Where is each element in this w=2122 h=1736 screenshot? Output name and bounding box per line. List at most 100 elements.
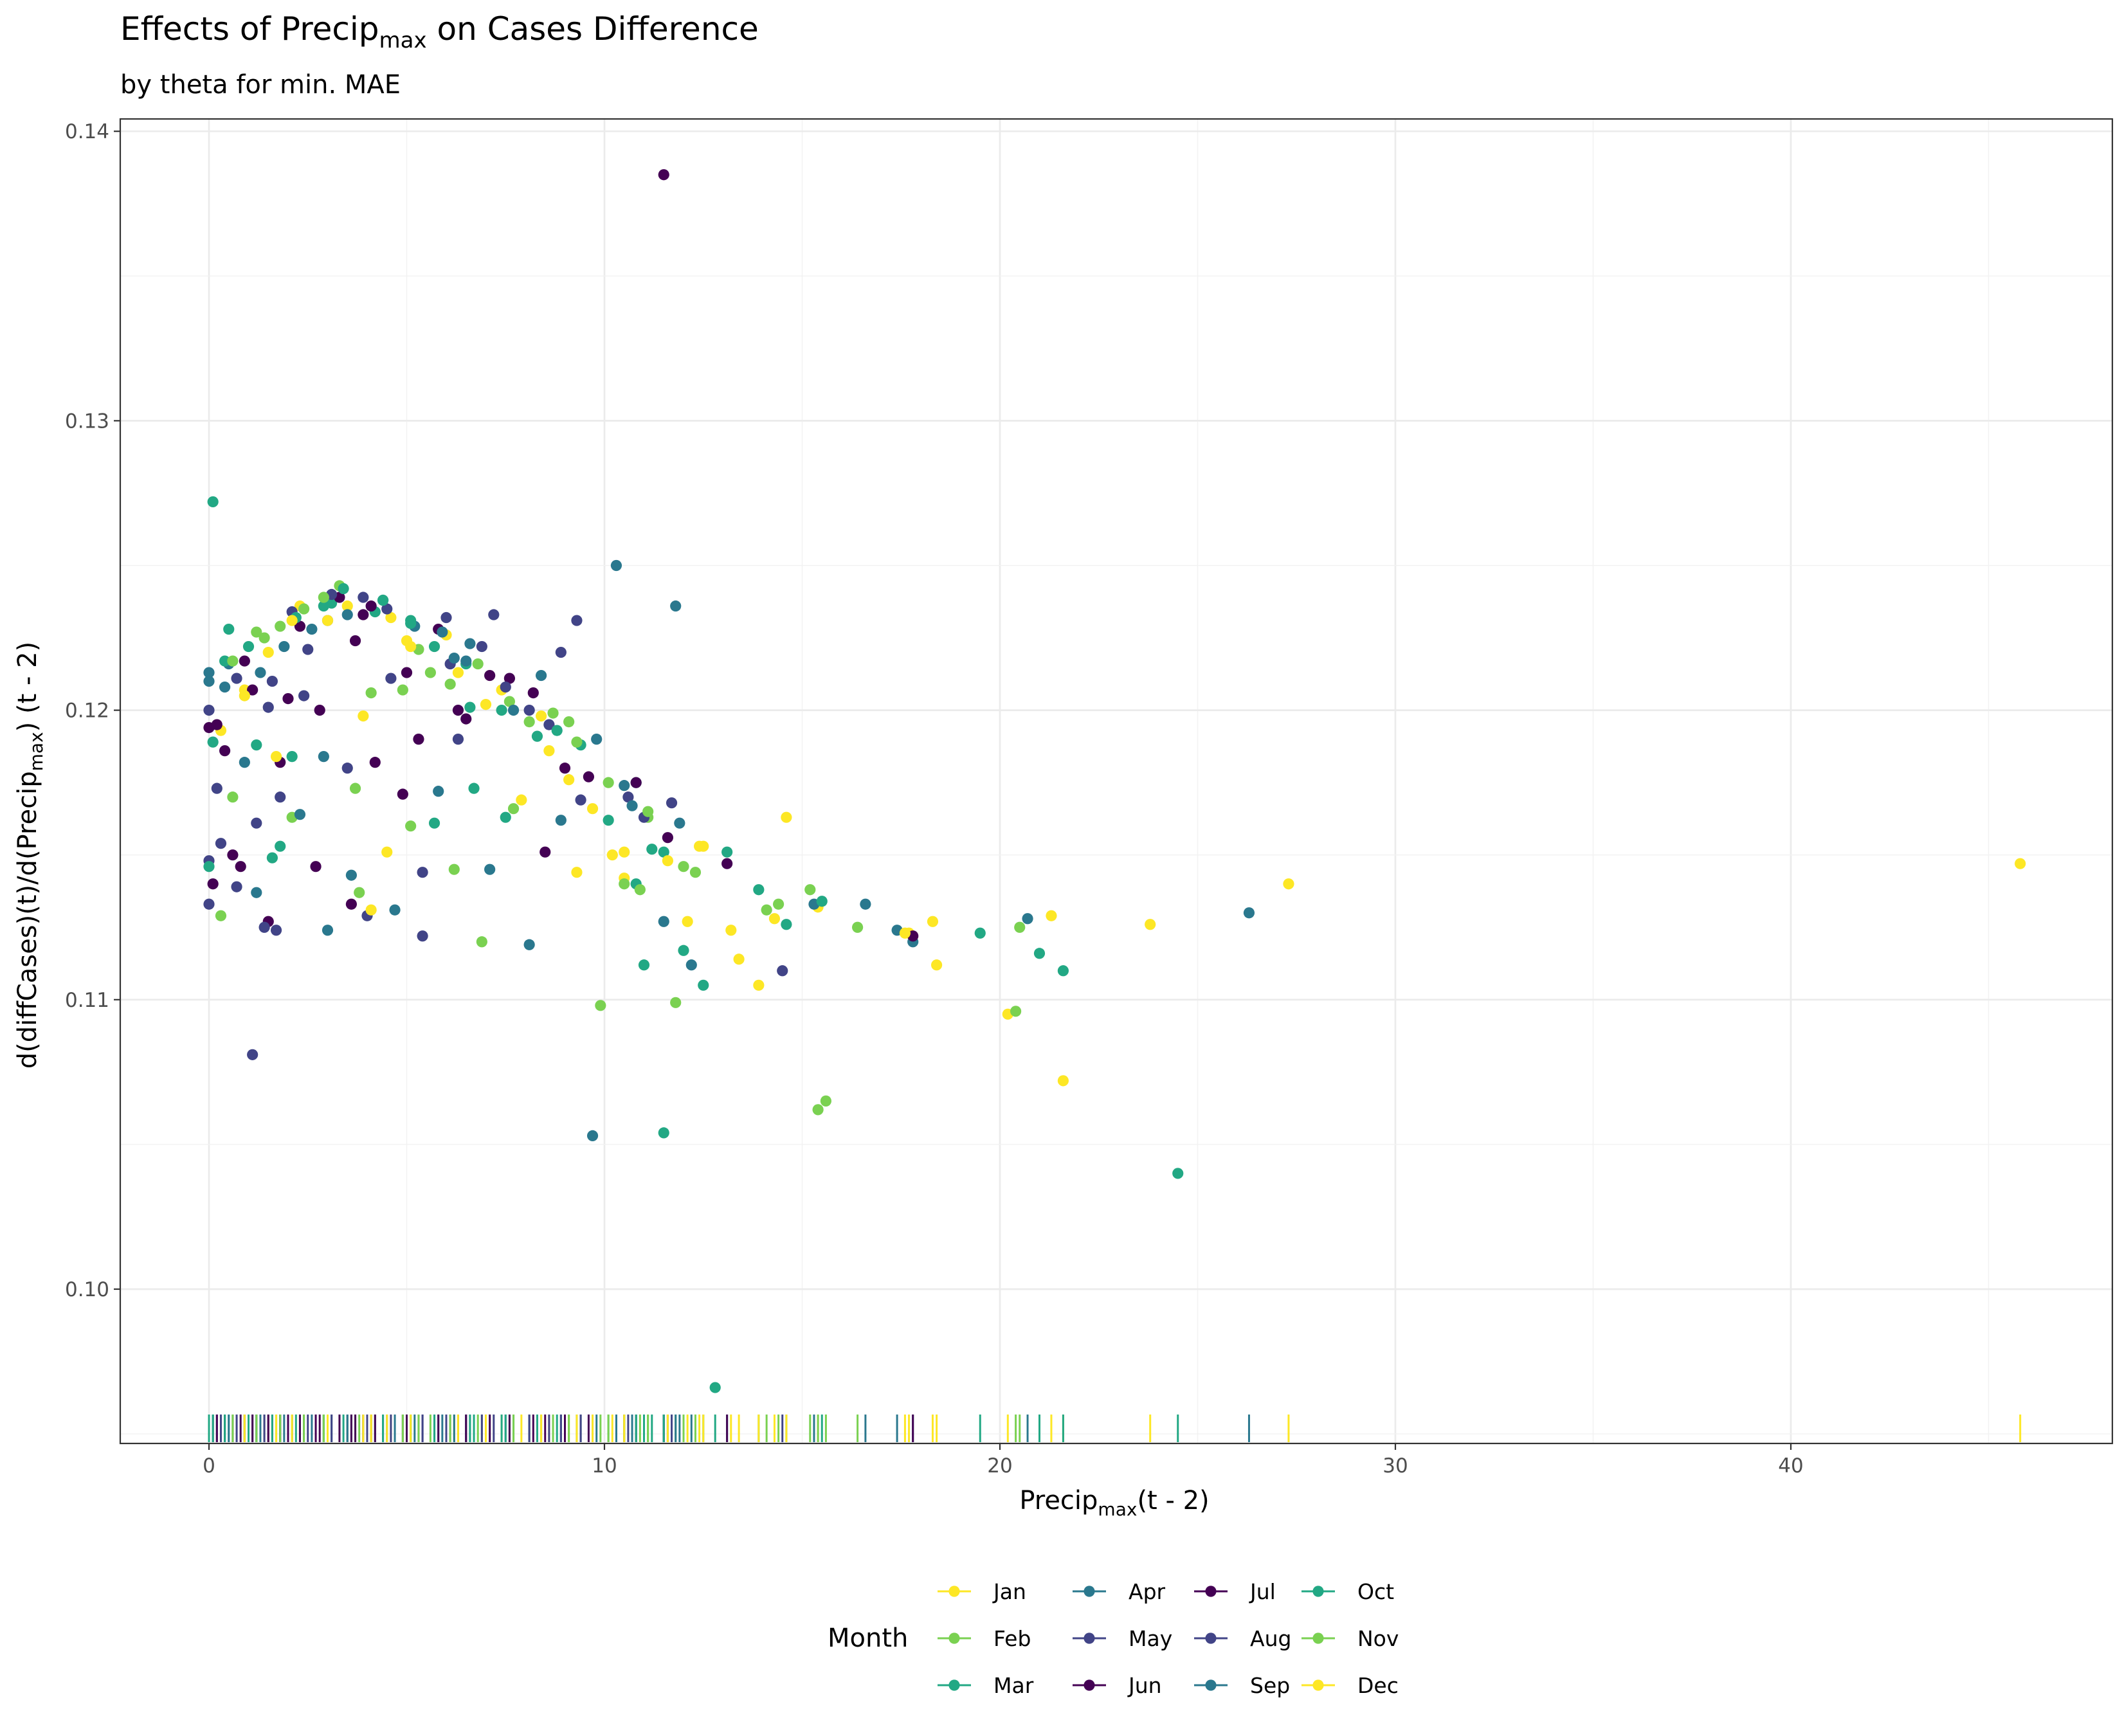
data-point xyxy=(670,600,682,612)
data-point xyxy=(816,896,828,907)
data-point xyxy=(547,707,559,719)
data-point xyxy=(531,730,543,742)
data-point xyxy=(255,667,266,678)
data-point xyxy=(203,898,215,910)
data-point xyxy=(555,815,567,826)
legend-key-point xyxy=(948,1632,960,1644)
data-point xyxy=(1057,1075,1069,1087)
data-point xyxy=(1243,907,1255,919)
data-point xyxy=(583,771,595,782)
data-point xyxy=(777,965,788,977)
data-point xyxy=(428,817,440,829)
data-point xyxy=(207,878,219,890)
data-point xyxy=(365,904,377,916)
data-point xyxy=(231,673,242,684)
data-point xyxy=(215,910,227,921)
x-axis-title: Precipmax(t - 2) xyxy=(1019,1486,1209,1520)
data-point xyxy=(725,925,737,936)
y-tick-label: 0.10 xyxy=(65,1278,109,1301)
data-point xyxy=(275,620,286,632)
rug-marks xyxy=(208,1415,2022,1442)
data-point xyxy=(251,817,262,829)
data-point xyxy=(606,849,618,861)
data-point xyxy=(721,858,733,869)
data-point xyxy=(358,609,369,620)
data-point xyxy=(203,667,215,678)
data-point xyxy=(536,710,547,722)
data-point xyxy=(298,603,310,615)
data-point xyxy=(306,623,318,635)
data-point xyxy=(318,751,329,763)
legend-label: May xyxy=(1129,1626,1172,1651)
data-point xyxy=(428,640,440,653)
data-point xyxy=(543,719,555,730)
data-point xyxy=(619,780,630,791)
data-point xyxy=(642,806,654,817)
plot-panel-border xyxy=(119,118,2114,1445)
legend-label: Oct xyxy=(1357,1579,1394,1604)
legend-key-point xyxy=(1312,1586,1324,1597)
data-point xyxy=(207,496,219,508)
data-point xyxy=(275,791,286,803)
x-tick-label: 0 xyxy=(203,1454,215,1478)
data-point xyxy=(460,655,472,667)
data-point xyxy=(571,615,583,626)
data-point xyxy=(670,997,682,1008)
x-tick-label: 30 xyxy=(1383,1454,1408,1478)
legend-label: Jan xyxy=(992,1579,1026,1604)
data-point xyxy=(401,667,413,678)
legend: Month Jan Feb Mar Apr May Jun Jul Aug Sep Oct Nov D… xyxy=(828,1579,1399,1698)
legend-key-point xyxy=(1312,1632,1324,1644)
legend-label: Mar xyxy=(993,1673,1034,1698)
data-point xyxy=(358,592,369,603)
data-point xyxy=(571,736,583,748)
data-points xyxy=(203,169,2026,1393)
data-point xyxy=(603,815,614,826)
data-point xyxy=(899,927,911,939)
data-point xyxy=(318,600,329,612)
axes: 0 10 20 30 40 0.10 0.11 0.12 0.13 0.14 xyxy=(65,120,1804,1478)
data-point xyxy=(516,794,527,806)
legend-label: Sep xyxy=(1250,1673,1290,1698)
data-point xyxy=(820,1095,831,1107)
data-point xyxy=(203,675,215,687)
legend-label: Feb xyxy=(993,1626,1031,1651)
data-point xyxy=(662,855,673,867)
data-point xyxy=(638,959,650,971)
data-point xyxy=(270,925,282,936)
data-point xyxy=(563,716,575,728)
data-point xyxy=(586,803,599,815)
data-point xyxy=(575,794,586,806)
data-point xyxy=(586,1130,599,1141)
data-point xyxy=(286,615,298,626)
data-point xyxy=(804,884,816,896)
data-point xyxy=(345,869,358,881)
data-point xyxy=(536,669,547,682)
x-tick-label: 20 xyxy=(987,1454,1012,1478)
y-tick-label: 0.14 xyxy=(65,120,109,143)
legend-title: Month xyxy=(828,1623,908,1653)
data-point xyxy=(227,655,239,667)
data-point xyxy=(223,623,235,635)
chart-subtitle: by theta for min. MAE xyxy=(120,70,401,100)
legend-key-point xyxy=(1084,1632,1095,1644)
data-point xyxy=(258,632,270,644)
data-point xyxy=(543,745,555,757)
data-point xyxy=(634,884,646,896)
data-point xyxy=(523,716,535,728)
data-point xyxy=(452,667,464,678)
data-point xyxy=(460,713,472,725)
data-point xyxy=(721,846,733,858)
y-tick-label: 0.11 xyxy=(65,989,109,1012)
legend-key-point xyxy=(1312,1679,1324,1691)
data-point xyxy=(527,687,539,699)
data-point xyxy=(341,763,353,774)
data-point xyxy=(397,788,408,800)
data-point xyxy=(278,640,290,653)
data-point xyxy=(1014,921,1026,933)
data-point xyxy=(215,838,227,849)
data-point xyxy=(658,916,669,927)
data-point xyxy=(341,600,353,612)
data-point xyxy=(974,927,986,939)
data-point xyxy=(270,751,282,763)
